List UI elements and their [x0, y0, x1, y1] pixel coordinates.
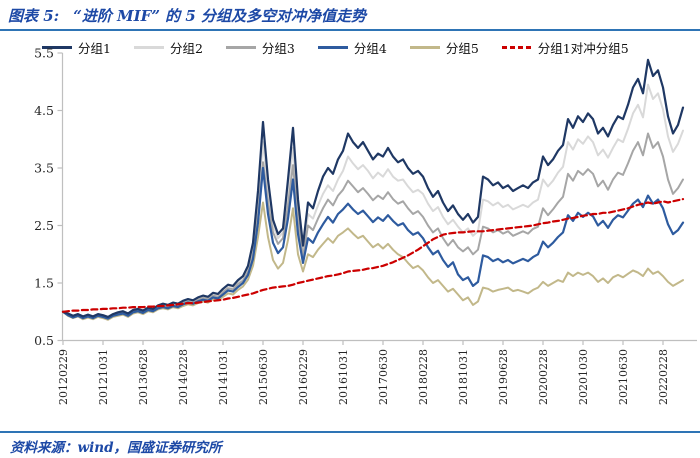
legend-label-group2: 分组2 — [169, 41, 203, 56]
legend-label-group1: 分组1 — [78, 41, 111, 56]
legend-item-group5: 分组5 — [409, 38, 479, 57]
x-tick-label: 20220228 — [657, 349, 670, 405]
x-tick-label: 20120229 — [57, 349, 70, 405]
x-tick-label: 20210630 — [617, 349, 630, 405]
legend-label-group4: 分组4 — [353, 41, 387, 56]
x-tick-label: 20130628 — [137, 349, 150, 405]
legend-item-hedge: 分组1对冲分组5 — [501, 38, 629, 57]
x-tick-label: 20160229 — [297, 349, 310, 405]
x-tick-label: 20150630 — [257, 349, 270, 405]
legend-item-group2: 分组2 — [133, 38, 203, 57]
legend-item-group3: 分组3 — [225, 38, 295, 57]
y-tick-label: 3.5 — [34, 161, 54, 176]
x-tick-label: 20140228 — [177, 349, 190, 405]
x-tick-label: 20161031 — [337, 349, 350, 405]
footer-divider — [0, 431, 700, 433]
series-line-分组3 — [62, 132, 684, 320]
x-tick-label: 20201030 — [577, 349, 590, 405]
legend-swatch-group1 — [42, 46, 72, 49]
x-tick-label: 20181031 — [457, 349, 470, 405]
x-tick-label: 20121031 — [97, 349, 110, 405]
x-tick-label: 20180228 — [417, 349, 430, 405]
source-note: 资料来源：wind，国盛证券研究所 — [10, 440, 222, 456]
series-line-分组5 — [62, 201, 684, 321]
y-tick-label: 4.5 — [34, 103, 54, 118]
y-tick-label: 5.5 — [34, 46, 54, 61]
x-tick-label: 20190628 — [497, 349, 510, 405]
chart-title: “进阶 MIF” 的 5 分组及多空对冲净值走势 — [73, 7, 367, 25]
legend-item-group4: 分组4 — [317, 38, 387, 57]
chart-header: 图表 5: “进阶 MIF” 的 5 分组及多空对冲净值走势 — [8, 5, 698, 26]
x-tick-label: 20170630 — [377, 349, 390, 405]
legend-label-group3: 分组3 — [261, 41, 295, 56]
series-line-分组1对冲分组5 — [61, 198, 685, 313]
legend-label-hedge: 分组1对冲分组5 — [537, 41, 629, 56]
series-line-分组1 — [61, 58, 685, 318]
y-tick-label: 0.5 — [34, 333, 54, 348]
legend-swatch-group4 — [317, 46, 348, 49]
y-tick-label: 2.5 — [34, 218, 54, 233]
y-tick-label: 1.5 — [34, 276, 54, 291]
x-tick-label: 20141031 — [217, 349, 230, 405]
chart-legend: 分组1 分组2 分组3 分组4 分组5 分组1对冲分组5 — [42, 38, 692, 57]
series-line-分组4 — [61, 166, 685, 320]
legend-label-group5: 分组5 — [445, 41, 479, 56]
header-divider — [0, 29, 700, 31]
legend-swatch-group2 — [133, 46, 164, 49]
legend-item-group1: 分组1 — [42, 38, 111, 57]
legend-swatch-hedge — [501, 46, 532, 49]
x-tick-label: 20200228 — [537, 349, 550, 405]
legend-swatch-group5 — [409, 46, 440, 49]
chart-number-label: 图表 5: — [8, 7, 60, 25]
legend-swatch-group3 — [225, 46, 256, 49]
